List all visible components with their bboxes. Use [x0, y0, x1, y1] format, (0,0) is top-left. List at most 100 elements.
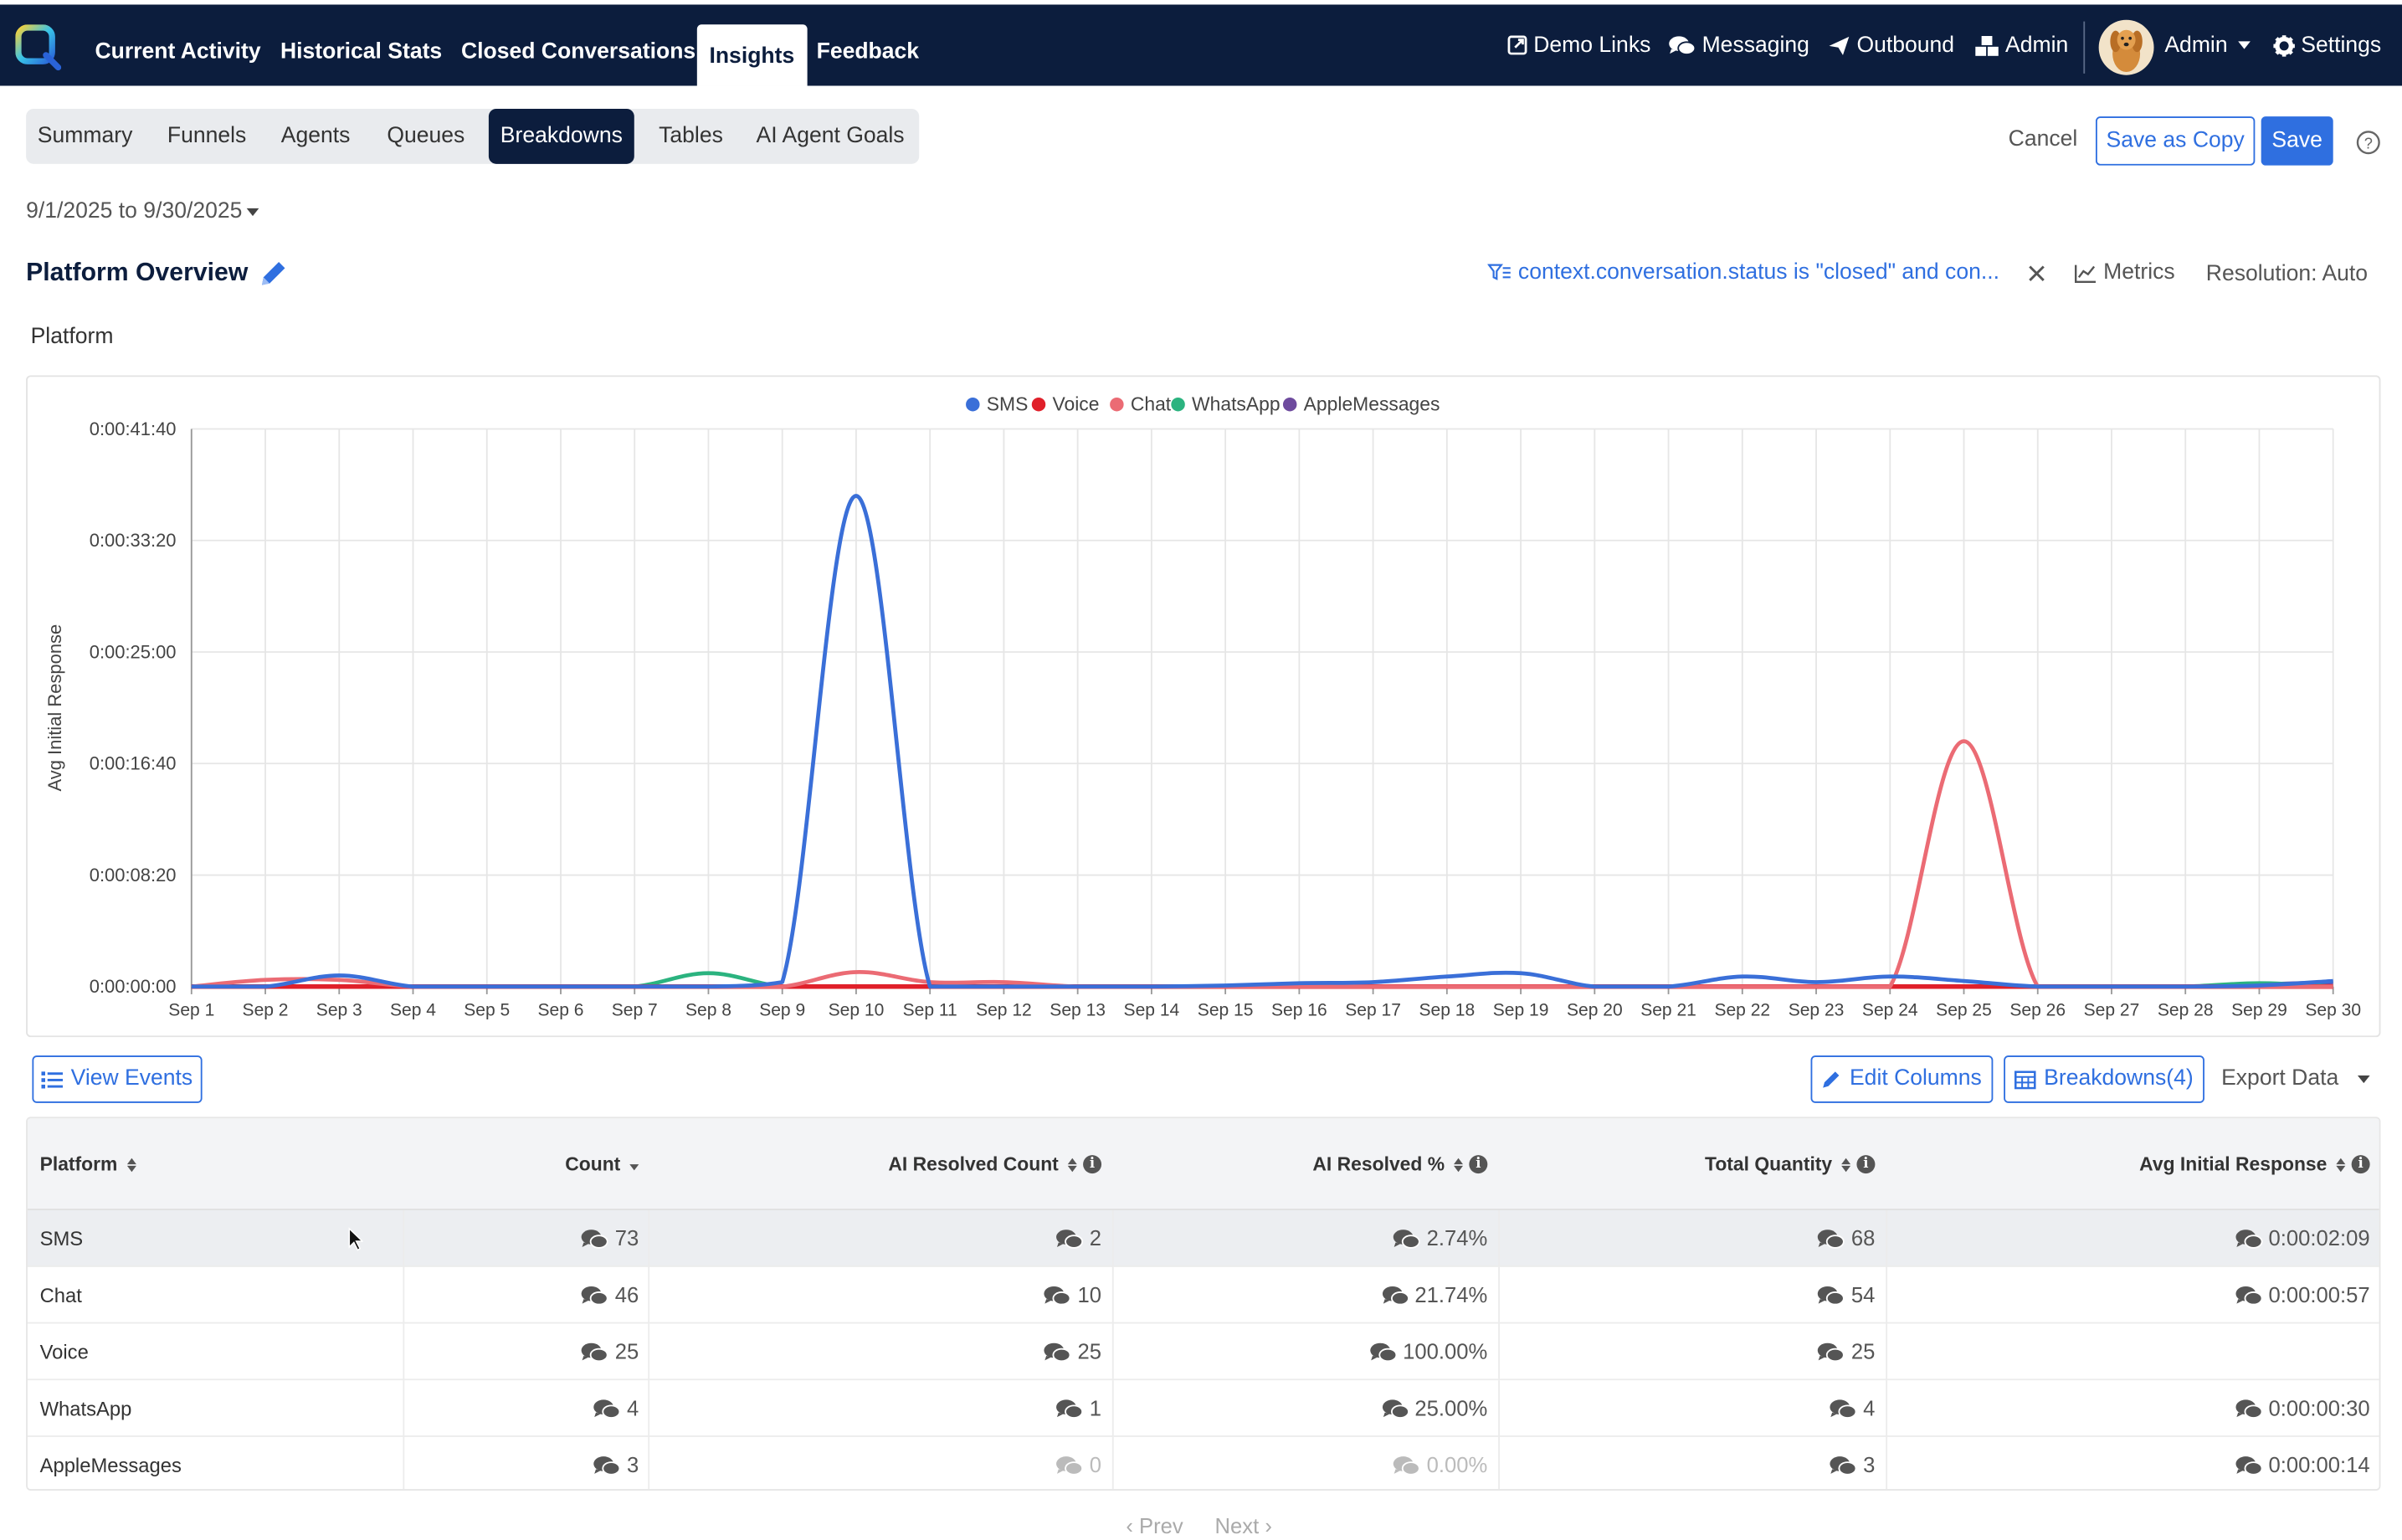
save-button[interactable]: Save	[2261, 116, 2333, 166]
tab-ai-agent-goals[interactable]: AI Agent Goals	[756, 124, 905, 149]
sort-icon	[126, 1157, 136, 1172]
cell-count[interactable]: 4	[593, 1380, 639, 1437]
info-icon[interactable]: i	[2351, 1155, 2370, 1174]
x-tick-label: Sep 20	[1567, 1001, 1623, 1020]
nav-insights[interactable]: Insights	[696, 24, 807, 86]
th-total-quantity[interactable]: Total Quantity i	[1705, 1118, 1876, 1210]
settings-link[interactable]: Settings	[2273, 4, 2381, 85]
export-data-dropdown[interactable]: Export Data	[2221, 1066, 2369, 1091]
cell-value: 0:00:00:57	[2268, 1282, 2370, 1307]
legend-swatch	[1282, 397, 1297, 412]
cell-avg-initial-response[interactable]: 0:00:00:30	[2235, 1380, 2370, 1437]
info-icon[interactable]: i	[1856, 1155, 1876, 1174]
tab-summary[interactable]: Summary	[37, 124, 133, 149]
th-ai-resolved-count[interactable]: AI Resolved Count i	[888, 1118, 1102, 1210]
cell-ai-resolved-count[interactable]: 2	[1056, 1210, 1101, 1267]
edit-columns-button[interactable]: Edit Columns	[1810, 1055, 1994, 1103]
chart-canvas: 0:00:00:00 0:00:08:20 0:00:16:40 0:00:25:00…	[44, 393, 2361, 1020]
nav-feedback[interactable]: Feedback	[816, 39, 920, 64]
demo-links-label: Demo Links	[1533, 33, 1651, 58]
th-ai-resolved-pct[interactable]: AI Resolved % i	[1312, 1118, 1488, 1210]
column-separator	[1111, 1210, 1114, 1267]
cell-ai-resolved-pct[interactable]: 0.00%	[1393, 1437, 1487, 1489]
cancel-button[interactable]: Cancel	[2008, 126, 2078, 152]
column-separator	[1498, 1210, 1500, 1267]
cell-ai-resolved-count[interactable]: 25	[1044, 1323, 1101, 1380]
column-separator	[1886, 1210, 1888, 1267]
x-tick-label: Sep 12	[976, 1001, 1032, 1020]
prev-page-button[interactable]: ‹ Prev	[1126, 1513, 1183, 1538]
x-tick-label: Sep 27	[2084, 1001, 2140, 1020]
x-tick-label: Sep 24	[1862, 1001, 1918, 1020]
x-tick-label: Sep 13	[1050, 1001, 1106, 1020]
next-page-button[interactable]: Next ›	[1214, 1513, 1272, 1538]
cell-value: 25	[614, 1338, 639, 1364]
breakdown-table: Platform Count AI Resolved Count i AI Res…	[26, 1116, 2381, 1491]
nav-historical-stats[interactable]: Historical Stats	[280, 39, 443, 64]
nav-current-activity[interactable]: Current Activity	[95, 39, 261, 64]
cell-ai-resolved-pct[interactable]: 2.74%	[1393, 1210, 1487, 1267]
cell-total-quantity[interactable]: 54	[1818, 1267, 1875, 1324]
cell-ai-resolved-count[interactable]: 0	[1056, 1437, 1101, 1489]
filter-list-icon	[1487, 264, 1511, 280]
x-tick-label: Sep 18	[1419, 1001, 1476, 1020]
th-platform[interactable]: Platform	[40, 1118, 136, 1210]
cell-ai-resolved-pct[interactable]: 21.74%	[1381, 1267, 1487, 1324]
cell-count[interactable]: 73	[581, 1210, 639, 1267]
cell-ai-resolved-count[interactable]: 10	[1044, 1267, 1101, 1324]
table-row[interactable]: AppleMessages 3 0 0.00% 3 0:00:00:14	[28, 1436, 2379, 1490]
cell-total-quantity[interactable]: 4	[1830, 1380, 1875, 1437]
admin-link[interactable]: Admin	[1974, 4, 2068, 85]
messaging-link[interactable]: Messaging	[1668, 4, 1809, 85]
table-row[interactable]: WhatsApp 4 1 25.00% 4 0:00:00:30	[27, 1380, 2379, 1437]
cell-value: 100.00%	[1403, 1338, 1488, 1364]
metrics-button[interactable]: Metrics	[2074, 260, 2175, 285]
outbound-link[interactable]: Outbound	[1828, 4, 1954, 85]
cell-ai-resolved-count[interactable]: 1	[1056, 1380, 1101, 1437]
tab-breakdowns[interactable]: Breakdowns	[488, 108, 634, 164]
th-count[interactable]: Count	[565, 1118, 639, 1210]
nav-closed-conversations[interactable]: Closed Conversations	[460, 39, 696, 64]
info-icon[interactable]: i	[1083, 1155, 1102, 1174]
cell-ai-resolved-pct[interactable]: 100.00%	[1369, 1323, 1487, 1380]
cell-avg-initial-response[interactable]: 0:00:00:57	[2235, 1267, 2370, 1324]
breakdowns-button[interactable]: Breakdowns(4)	[2004, 1055, 2204, 1103]
table-row[interactable]: SMS 73 2 2.74% 68 0:00:02:09	[27, 1210, 2379, 1267]
gear-icon	[2273, 34, 2295, 56]
table-row[interactable]: Chat 46 10 21.74% 54 0:00:00:57	[27, 1266, 2379, 1324]
date-range-caret-icon	[246, 208, 259, 216]
th-avg-initial-response[interactable]: Avg Initial Response i	[2139, 1118, 2370, 1210]
cell-count[interactable]: 3	[593, 1437, 639, 1489]
column-separator	[1498, 1266, 1500, 1324]
table-row[interactable]: Voice 25 25 100.00% 25	[27, 1323, 2379, 1381]
edit-title-pencil-icon[interactable]	[258, 259, 289, 290]
filter-chip[interactable]: context.conversation.status is "closed" …	[1487, 260, 1999, 285]
clear-filter-close-icon[interactable]	[2028, 265, 2045, 282]
view-events-button[interactable]: View Events	[32, 1055, 203, 1103]
tab-funnels[interactable]: Funnels	[167, 124, 247, 149]
tab-tables[interactable]: Tables	[659, 124, 723, 149]
cell-count[interactable]: 25	[581, 1323, 639, 1380]
save-as-copy-button[interactable]: Save as Copy	[2095, 116, 2256, 166]
help-icon[interactable]: ?	[2356, 131, 2380, 155]
column-separator	[648, 1266, 650, 1324]
cell-count[interactable]: 46	[581, 1267, 639, 1324]
resolution-selector[interactable]: Resolution: Auto	[2205, 261, 2369, 287]
user-menu[interactable]: Admin	[2164, 4, 2251, 85]
cell-total-quantity[interactable]: 68	[1818, 1210, 1875, 1267]
user-avatar[interactable]	[2098, 19, 2154, 75]
tab-queues[interactable]: Queues	[387, 124, 465, 149]
x-tick-label: Sep 1	[168, 1001, 214, 1020]
cell-total-quantity[interactable]: 3	[1830, 1437, 1875, 1489]
app-logo[interactable]	[15, 24, 62, 71]
demo-links-link[interactable]: Demo Links	[1507, 4, 1650, 85]
cell-avg-initial-response[interactable]: 0:00:02:09	[2235, 1210, 2370, 1267]
column-separator	[1498, 1380, 1500, 1437]
column-separator	[1111, 1266, 1114, 1324]
cell-avg-initial-response[interactable]: 0:00:00:14	[2235, 1437, 2370, 1489]
date-range-picker[interactable]: 9/1/2025 to 9/30/2025	[26, 199, 259, 223]
info-icon[interactable]: i	[1469, 1155, 1488, 1174]
cell-ai-resolved-pct[interactable]: 25.00%	[1381, 1380, 1487, 1437]
cell-total-quantity[interactable]: 25	[1818, 1323, 1875, 1380]
tab-agents[interactable]: Agents	[280, 124, 351, 149]
